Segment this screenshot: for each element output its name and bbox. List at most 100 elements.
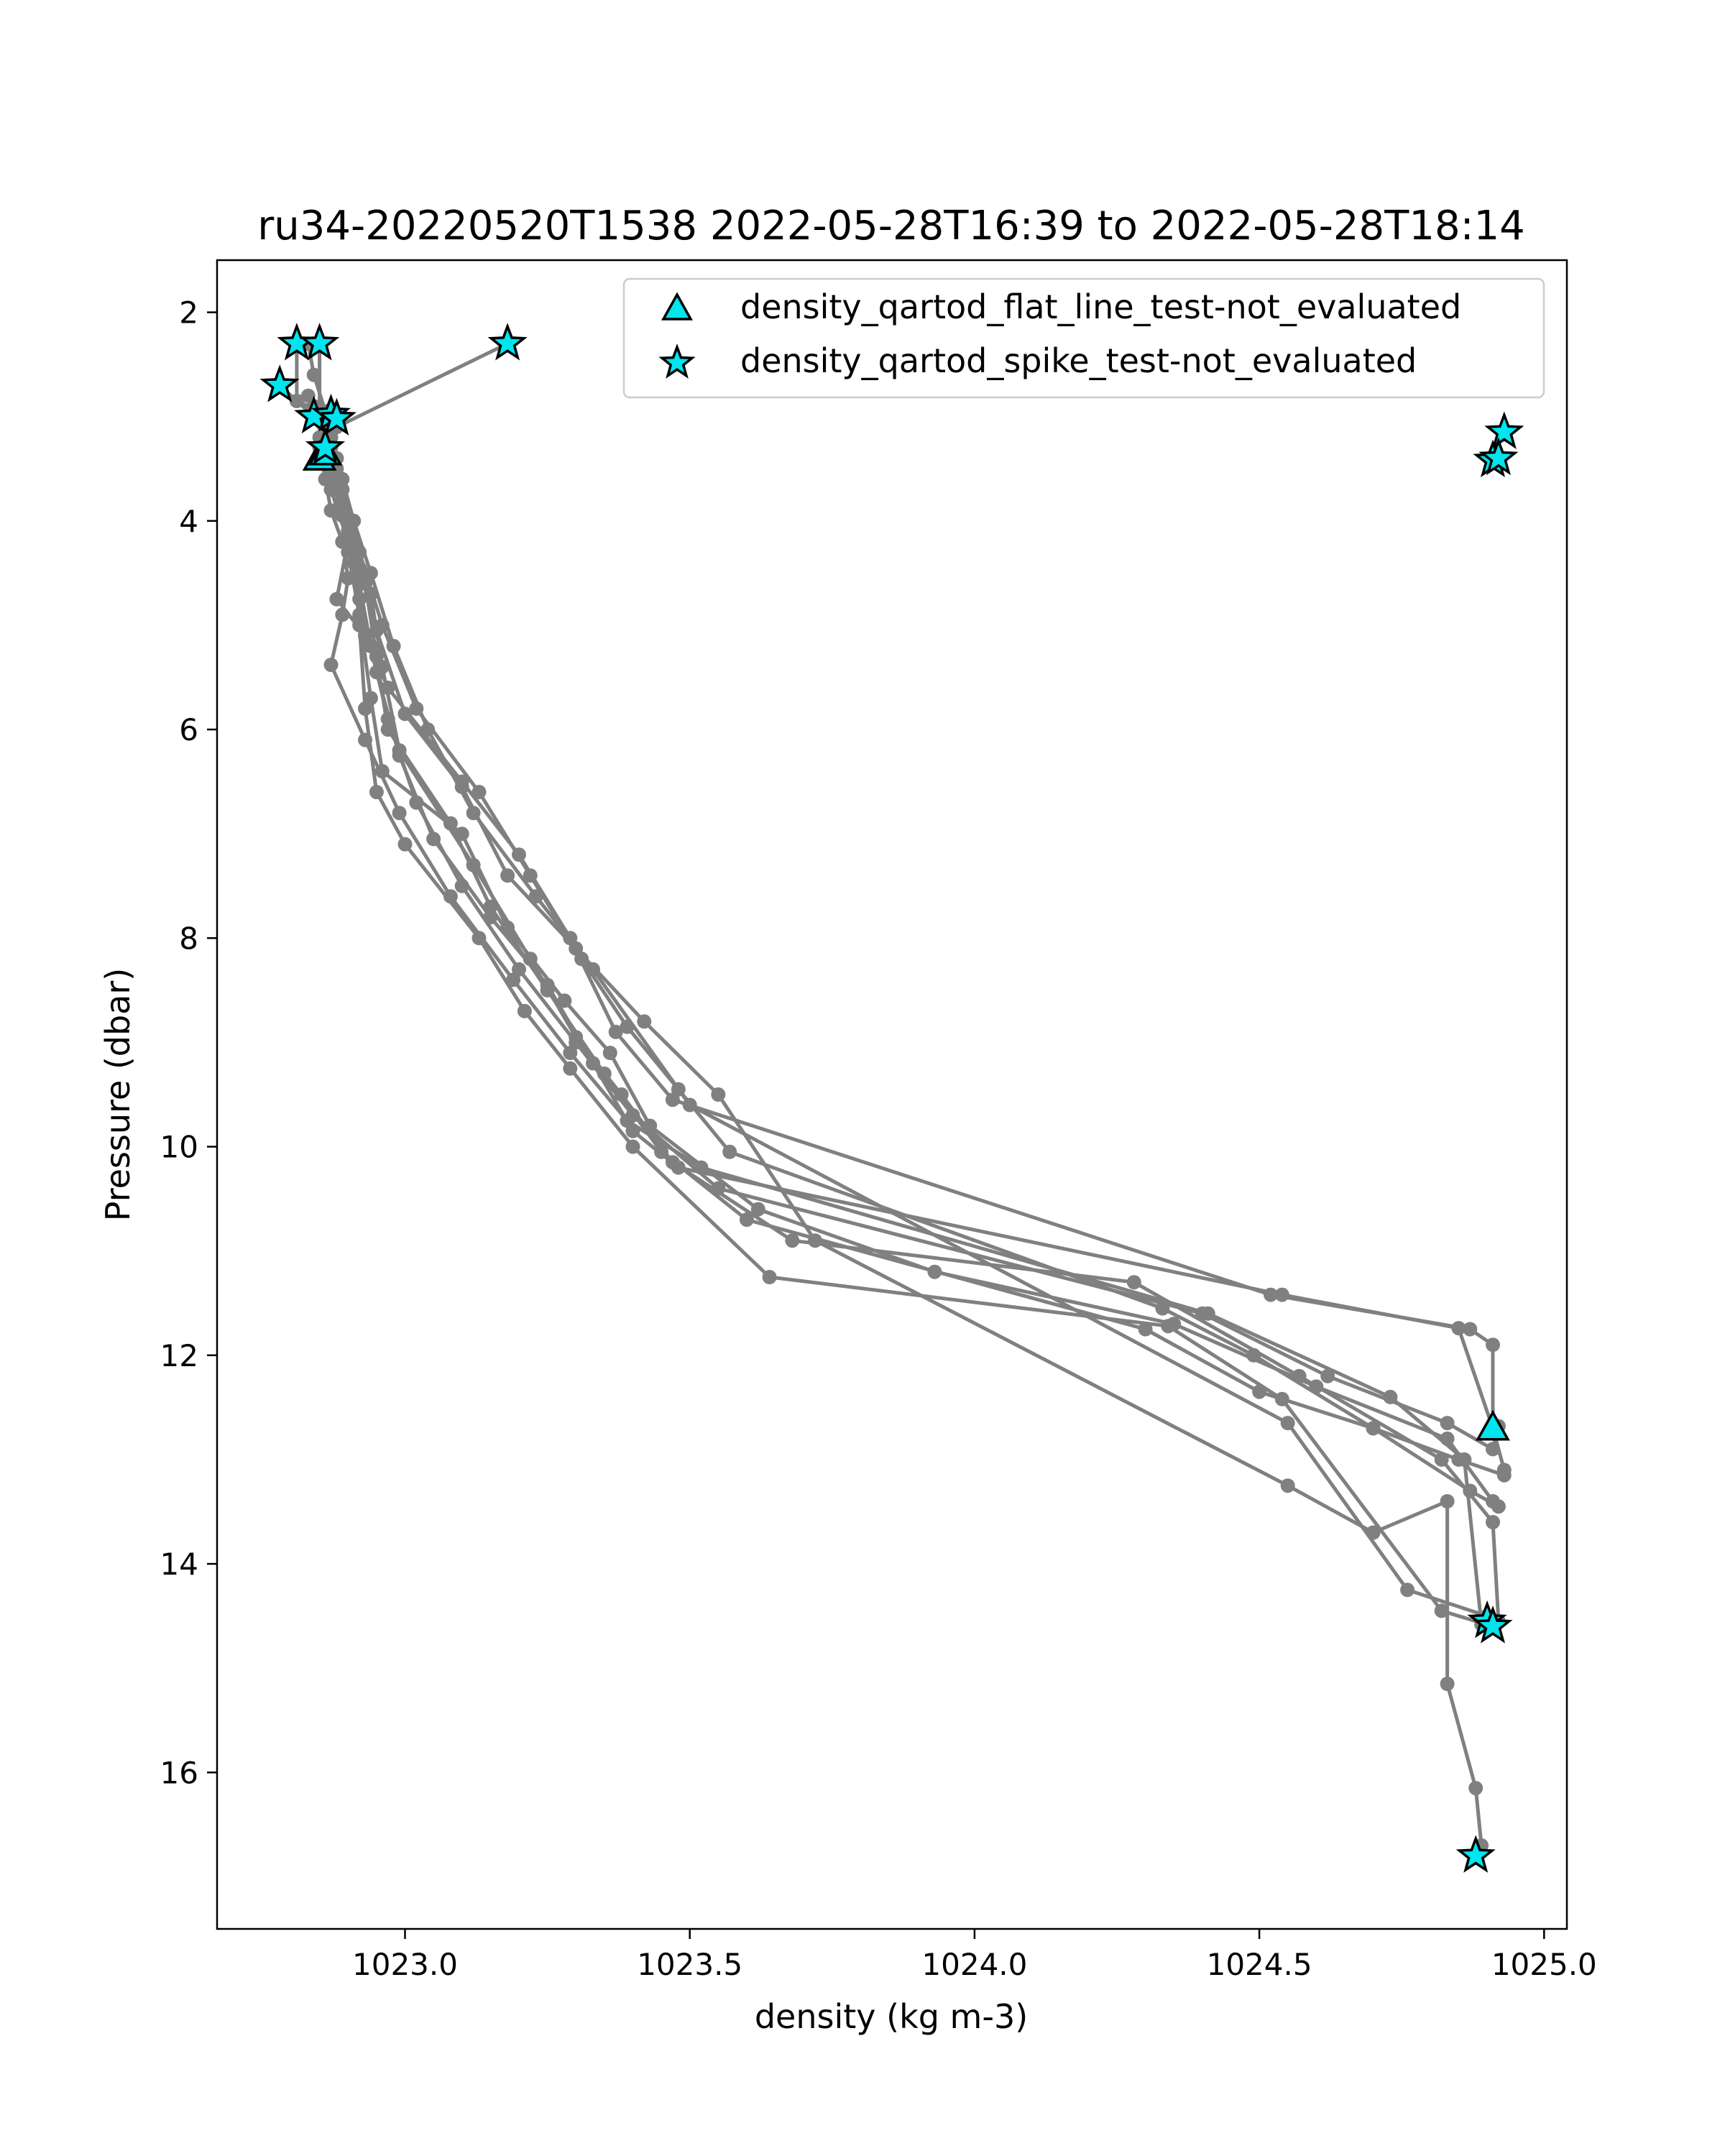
profile-point bbox=[1400, 1583, 1415, 1598]
profile-line-2 bbox=[312, 404, 1506, 1478]
y-tick-label: 12 bbox=[160, 1338, 198, 1373]
legend-star-marker bbox=[658, 343, 696, 379]
profile-point bbox=[352, 591, 367, 607]
profile-point bbox=[722, 1144, 737, 1159]
profile-point bbox=[808, 1233, 822, 1248]
profile-point bbox=[1440, 1494, 1455, 1508]
profile-point bbox=[397, 706, 413, 722]
profile-point bbox=[392, 748, 407, 763]
legend-entry-flat-line: density_qartod_flat_line_test-not_evalua… bbox=[740, 287, 1461, 326]
x-tick-label: 1024.5 bbox=[1207, 1947, 1312, 1982]
profile-point bbox=[1486, 1515, 1500, 1529]
star-marker bbox=[1478, 437, 1519, 476]
y-tick-label: 8 bbox=[179, 921, 198, 956]
x-axis-label: density (kg m-3) bbox=[755, 1997, 1028, 2036]
x-tick-label: 1025.0 bbox=[1491, 1947, 1597, 1982]
profile-point bbox=[289, 393, 304, 408]
profile-point bbox=[637, 1014, 652, 1029]
profile-point bbox=[1440, 1416, 1455, 1431]
profile-line-1 bbox=[318, 409, 1501, 1623]
profile-point bbox=[1138, 1322, 1153, 1337]
profile-line-10 bbox=[277, 383, 1501, 1508]
profile-point bbox=[1161, 1319, 1176, 1334]
profile-point bbox=[358, 701, 372, 716]
profile-point bbox=[540, 977, 555, 992]
profile-point bbox=[1440, 1677, 1455, 1691]
profile-point bbox=[369, 785, 384, 800]
y-tick-label: 2 bbox=[179, 295, 198, 331]
profile-point bbox=[750, 1202, 765, 1217]
profile-point bbox=[1383, 1389, 1398, 1404]
profile-point bbox=[1463, 1483, 1478, 1498]
profile-point bbox=[1457, 1452, 1472, 1467]
profile-point bbox=[335, 534, 350, 549]
profile-point bbox=[1280, 1478, 1295, 1493]
profile-point bbox=[335, 607, 350, 622]
profile-point bbox=[318, 471, 333, 487]
profile-point bbox=[1366, 1525, 1381, 1540]
profile-point bbox=[586, 1056, 600, 1071]
x-tick-label: 1024.0 bbox=[921, 1947, 1027, 1982]
profile-point bbox=[563, 1061, 578, 1076]
x-tick-label: 1023.5 bbox=[637, 1947, 742, 1982]
star-marker bbox=[1473, 1606, 1513, 1644]
profile-point bbox=[483, 910, 498, 925]
profile-point bbox=[739, 1212, 754, 1227]
profile-line-9 bbox=[318, 409, 1484, 1626]
profile-point bbox=[625, 1139, 640, 1154]
profile-point bbox=[762, 1270, 777, 1284]
profile-point bbox=[665, 1092, 680, 1107]
triangle-marker bbox=[1476, 1409, 1510, 1441]
profile-point bbox=[1200, 1306, 1215, 1321]
profile-point bbox=[523, 868, 538, 883]
legend-entry-spike: density_qartod_spike_test-not_evaluated bbox=[740, 341, 1417, 380]
profile-point bbox=[500, 868, 515, 883]
profile-point bbox=[574, 952, 589, 967]
markers-layer bbox=[259, 323, 1524, 1873]
star-marker bbox=[487, 323, 528, 361]
legend-triangle-shape bbox=[661, 292, 693, 321]
profile-point bbox=[711, 1087, 726, 1102]
y-tick-label: 4 bbox=[179, 504, 198, 539]
profile-point bbox=[1434, 1603, 1449, 1618]
profile-point bbox=[671, 1082, 686, 1097]
profile-line-5 bbox=[318, 436, 1506, 1472]
profile-point bbox=[380, 681, 395, 695]
profile-point bbox=[1468, 1781, 1484, 1796]
profile-point bbox=[454, 774, 469, 789]
profile-line-11 bbox=[295, 341, 322, 413]
profile-point bbox=[1274, 1391, 1289, 1406]
legend-box bbox=[622, 277, 1545, 399]
profile-point bbox=[694, 1160, 709, 1175]
profile-point bbox=[472, 785, 487, 800]
profile-point bbox=[1486, 1337, 1500, 1353]
profile-line-3 bbox=[329, 425, 1495, 1628]
profile-point bbox=[785, 1233, 800, 1248]
profiles-layer bbox=[272, 336, 1512, 1864]
legend-triangle-marker bbox=[661, 292, 693, 321]
profile-point bbox=[397, 837, 413, 852]
profile-point bbox=[352, 545, 367, 560]
profile-point bbox=[335, 482, 350, 497]
profile-point bbox=[1366, 1421, 1381, 1436]
profile-point bbox=[563, 1046, 578, 1060]
plot-frame bbox=[216, 259, 1568, 1930]
x-axis: 1023.0 1023.5 1024.0 1024.5 1025.0 bbox=[352, 1929, 1597, 1982]
y-tick-label: 16 bbox=[160, 1755, 198, 1790]
profile-point bbox=[426, 831, 441, 847]
y-axis: 2 4 6 8 10 12 14 16 bbox=[160, 295, 217, 1790]
profile-point bbox=[392, 806, 407, 821]
profile-point bbox=[323, 658, 339, 673]
profile-point bbox=[1155, 1301, 1170, 1316]
legend-star-shape bbox=[658, 343, 696, 379]
profile-point bbox=[300, 388, 316, 403]
profile-point bbox=[1320, 1368, 1335, 1383]
y-tick-label: 6 bbox=[179, 712, 198, 747]
profile-point bbox=[711, 1181, 726, 1196]
profile-line-7 bbox=[323, 441, 1484, 1858]
profile-point bbox=[1263, 1287, 1278, 1302]
profile-line-12 bbox=[334, 341, 510, 429]
y-axis-label: Pressure (dbar) bbox=[98, 968, 137, 1221]
star-marker bbox=[259, 364, 300, 402]
